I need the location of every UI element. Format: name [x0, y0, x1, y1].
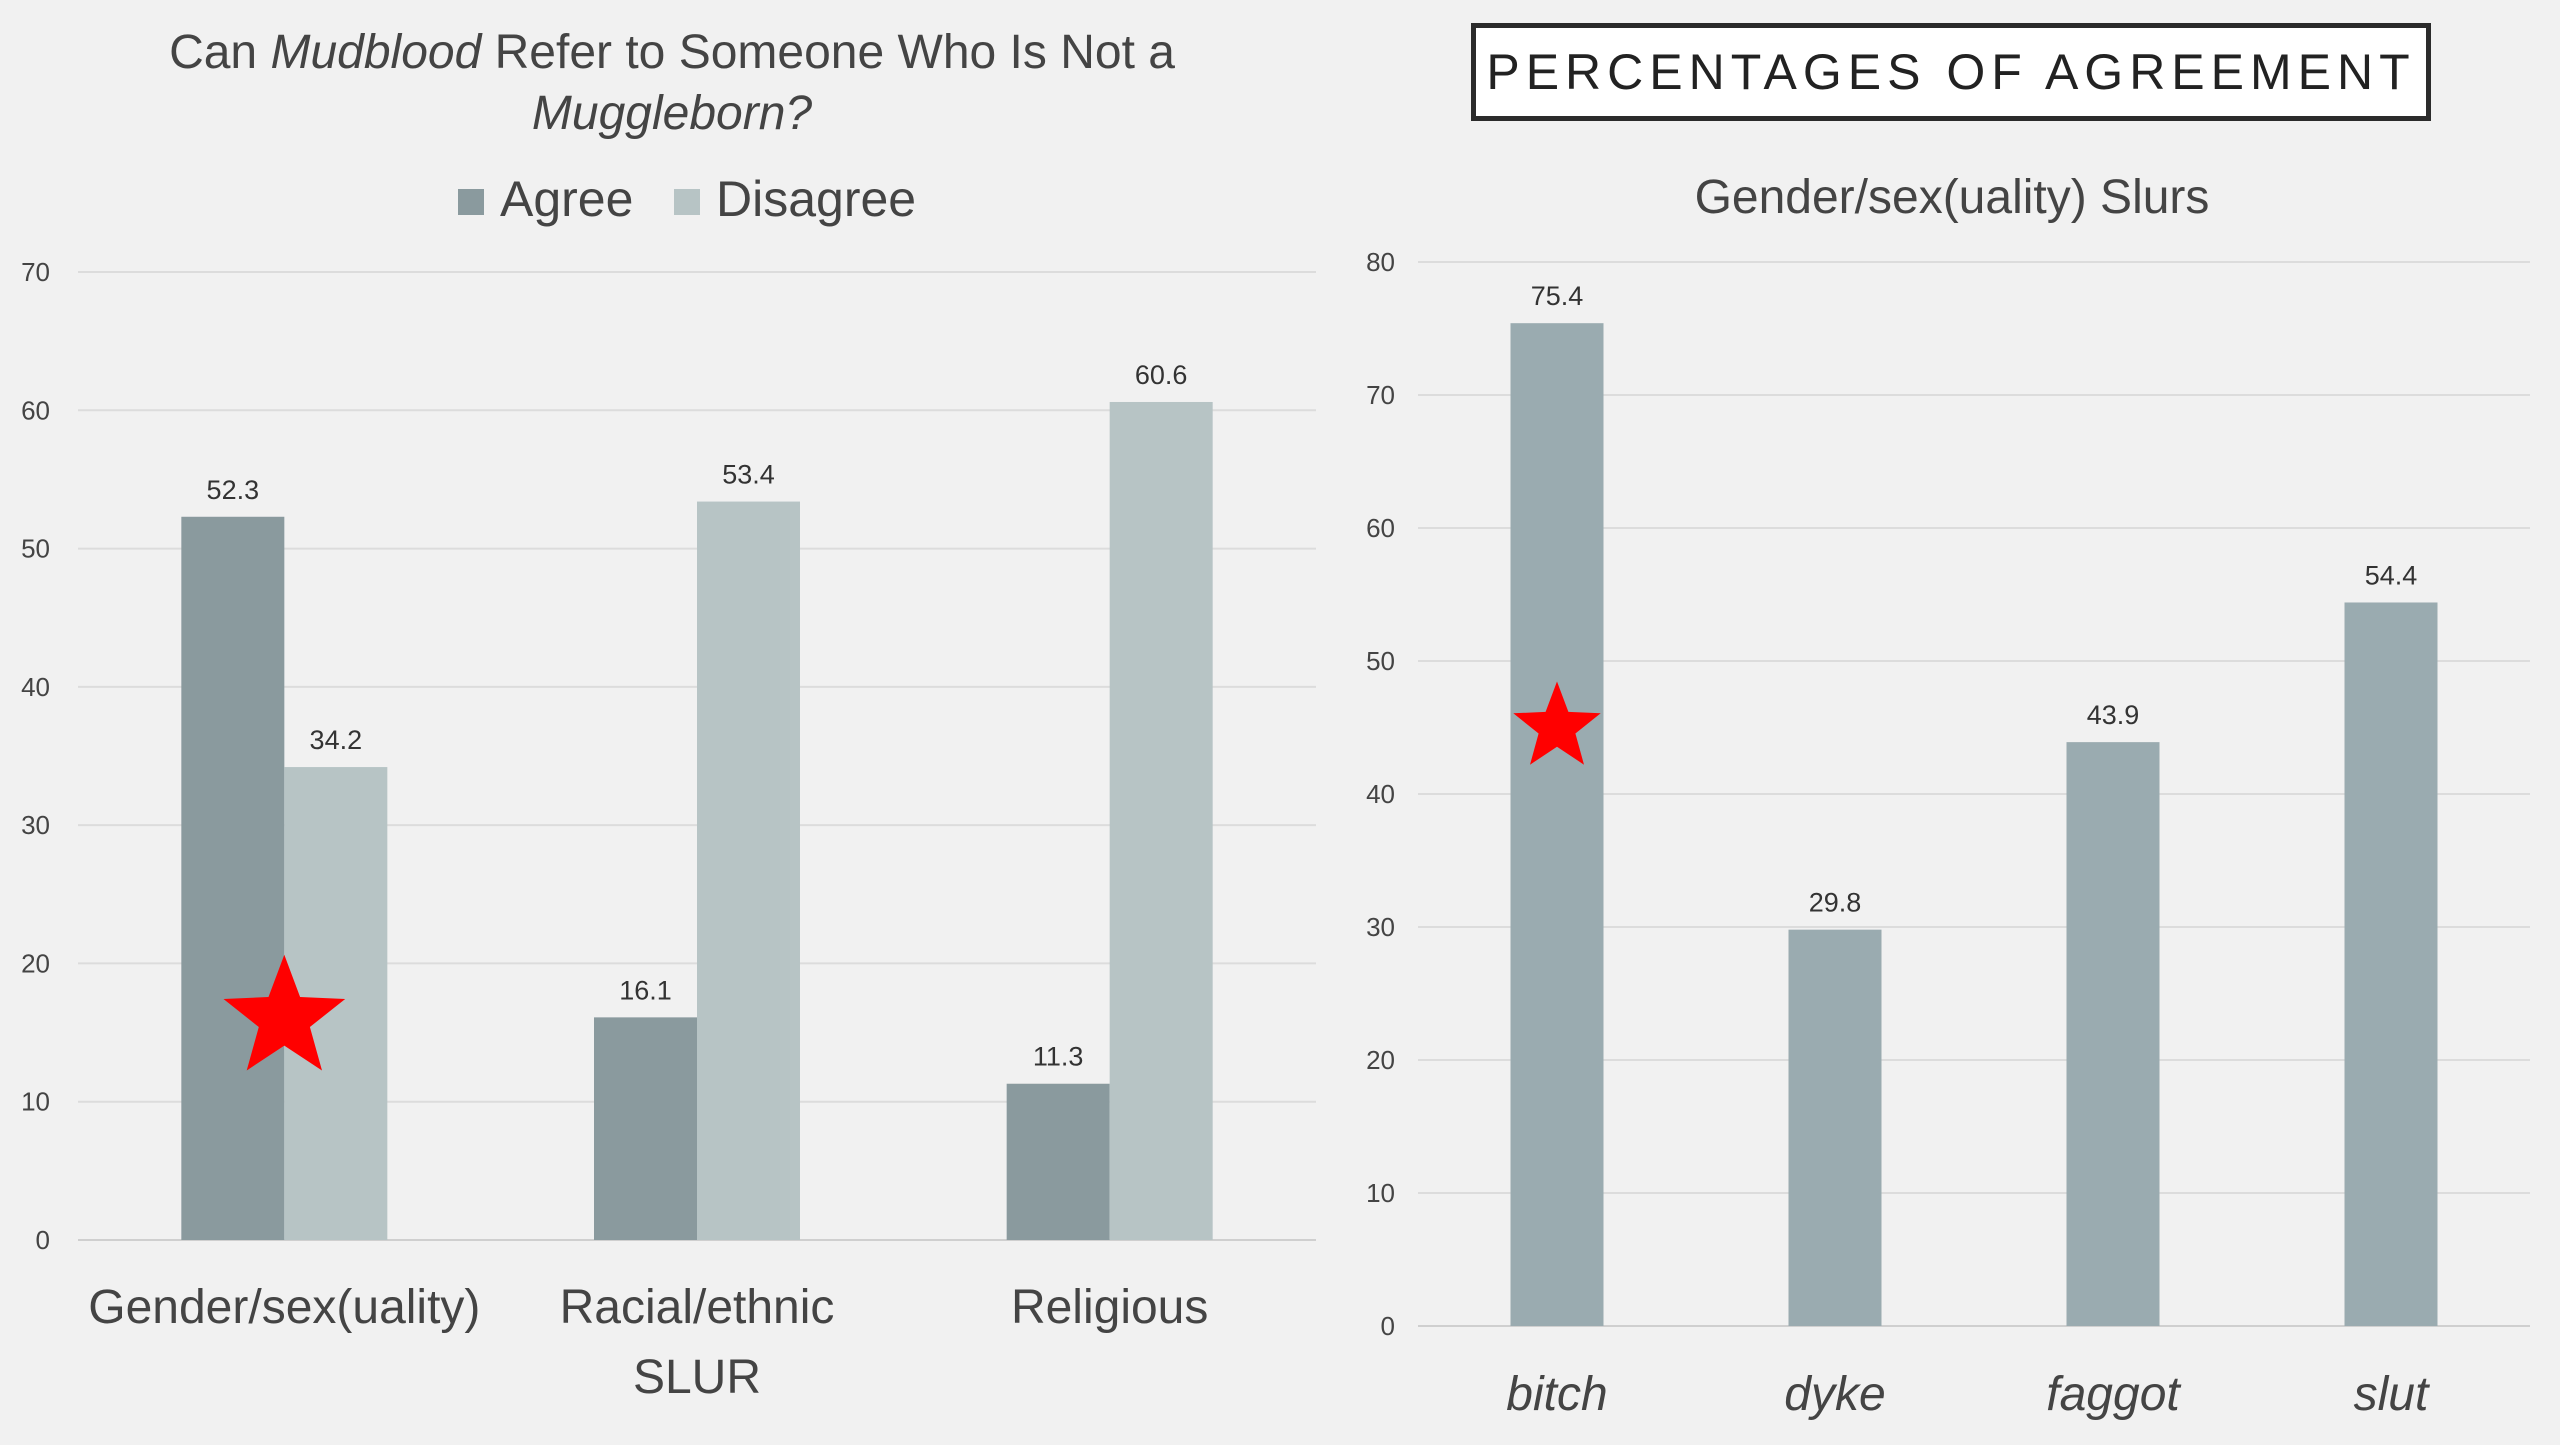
bar-agree [181, 516, 285, 1240]
data-label: 54.4 [2365, 560, 2418, 590]
banner-text: PERCENTAGES OF AGREEMENT [1486, 44, 2416, 100]
data-label: 16.1 [619, 975, 672, 1005]
data-label: 53.4 [722, 460, 775, 490]
bar-disagree [1109, 401, 1213, 1240]
data-label: 29.8 [1809, 888, 1862, 918]
chart2-ytick: 60 [1366, 513, 1395, 543]
chart1-ytick: 50 [21, 534, 50, 564]
bar-faggot [2066, 742, 2160, 1326]
star-icon [223, 954, 346, 1071]
legend-label-disagree: Disagree [716, 171, 916, 227]
category-label-faggot: faggot [2046, 1368, 2181, 1421]
bar-bitch [1510, 323, 1604, 1326]
chart1-title-part: Refer to Someone Who Is Not a [481, 26, 1175, 79]
chart1-ytick: 60 [21, 395, 50, 425]
bar-dyke [1788, 929, 1882, 1326]
legend-swatch-disagree [674, 189, 700, 215]
chart1-title-line2: Muggleborn? [532, 87, 813, 140]
chart1-title: Can Mudblood Refer to Someone Who Is Not… [169, 26, 1175, 79]
category-label: Racial/ethnic [560, 1281, 835, 1334]
bar-agree [1006, 1083, 1110, 1240]
chart2-ytick: 0 [1381, 1311, 1395, 1341]
data-label: 60.6 [1135, 360, 1188, 390]
data-label: 52.3 [207, 475, 260, 505]
chart2-ytick: 10 [1366, 1178, 1395, 1208]
chart1-ytick: 40 [21, 672, 50, 702]
category-label-bitch: bitch [1506, 1368, 1607, 1421]
chart1-ytick: 30 [21, 810, 50, 840]
chart1-ytick: 20 [21, 948, 50, 978]
category-label-dyke: dyke [1784, 1368, 1885, 1421]
data-label: 75.4 [1531, 281, 1584, 311]
category-label: Religious [1011, 1281, 1208, 1334]
chart2-ytick: 30 [1366, 912, 1395, 942]
chart1-title-part: Can [169, 26, 270, 79]
chart1-ytick: 10 [21, 1087, 50, 1117]
chart2-ytick: 70 [1366, 380, 1395, 410]
chart2-ytick: 50 [1366, 646, 1395, 676]
data-label: 11.3 [1033, 1042, 1084, 1072]
percentages-banner: PERCENTAGES OF AGREEMENT [1471, 23, 2431, 121]
legend-swatch-agree [458, 189, 484, 215]
bar-agree [594, 1017, 697, 1240]
data-label: 43.9 [2087, 700, 2140, 730]
data-label: 34.2 [310, 725, 363, 755]
chart2-ytick: 40 [1366, 779, 1395, 809]
category-label: Gender/sex(uality) [88, 1281, 480, 1334]
star-icon [1513, 681, 1601, 765]
chart2-ytick: 20 [1366, 1045, 1395, 1075]
bar-disagree [697, 501, 800, 1240]
chart2-ytick: 80 [1366, 247, 1395, 277]
chart1-ytick: 0 [36, 1225, 50, 1255]
chart1-title-part: Mudblood [270, 26, 482, 79]
bar-slut [2344, 602, 2438, 1326]
category-label-slut: slut [2354, 1368, 2430, 1421]
category-label: SLUR [633, 1351, 761, 1404]
chart1-ytick: 70 [21, 257, 50, 287]
legend-label-agree: Agree [500, 171, 633, 227]
chart2-title: Gender/sex(uality) Slurs [1695, 171, 2210, 224]
